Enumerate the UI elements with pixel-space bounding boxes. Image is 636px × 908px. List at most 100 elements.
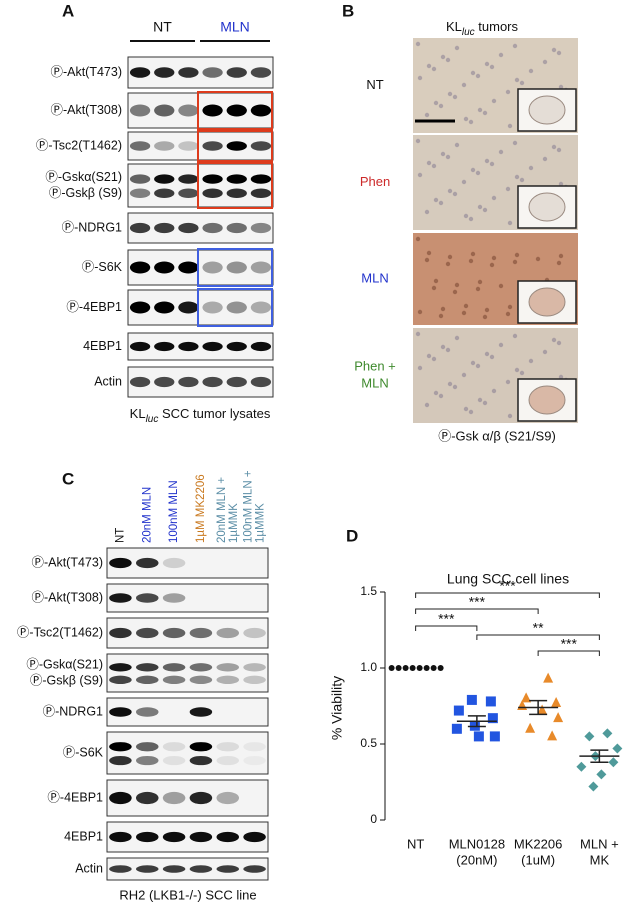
data-point (466, 694, 477, 705)
band (154, 341, 175, 352)
cell-nucleus (452, 191, 458, 197)
cell-nucleus (470, 251, 476, 257)
band (216, 675, 240, 685)
band (129, 222, 151, 234)
cell-nucleus (447, 91, 453, 97)
x-tick-label: MLN0128 (449, 836, 505, 851)
band (109, 831, 132, 843)
lane-label: 1µMMK (255, 503, 267, 543)
cell-nucleus (417, 75, 423, 81)
cell-nucleus (475, 170, 481, 176)
lane-label: 1µMMK (228, 503, 240, 543)
significance-label: *** (499, 578, 516, 594)
band (250, 188, 272, 198)
data-point (487, 713, 498, 724)
cell-nucleus (440, 54, 446, 60)
cell-nucleus (468, 409, 474, 415)
data-point (576, 761, 587, 772)
cell-nucleus (463, 406, 469, 412)
band (129, 67, 151, 78)
data-point (473, 731, 484, 742)
cell-nucleus (452, 94, 458, 100)
cell-nucleus (475, 73, 481, 79)
blot (127, 212, 274, 244)
data-point (553, 712, 564, 723)
cell-nucleus (461, 179, 467, 185)
cell-nucleus (424, 112, 430, 118)
row-label: Ⓟ-Tsc2(T1462) (17, 625, 103, 639)
band (162, 742, 186, 752)
band (226, 174, 247, 184)
band (250, 141, 272, 151)
cell-nucleus (477, 204, 483, 210)
band (243, 663, 266, 672)
caption: KLluc SCC tumor lysates (130, 406, 271, 424)
cell-nucleus (431, 356, 437, 362)
band (109, 663, 132, 672)
band (202, 141, 223, 151)
y-tick-label: 1.5 (360, 584, 377, 598)
cell-nucleus (514, 252, 520, 258)
band (250, 222, 272, 234)
chart-title: Lung SCC cell lines (447, 571, 569, 587)
cell-nucleus (484, 61, 490, 67)
band (243, 742, 266, 752)
data-point (584, 731, 595, 742)
data-point (525, 722, 536, 733)
cell-nucleus (424, 402, 430, 408)
band (154, 222, 175, 234)
band (109, 557, 132, 569)
band (154, 67, 175, 78)
band (189, 707, 213, 717)
data-point (469, 720, 480, 731)
error-bar (467, 715, 486, 728)
cell-nucleus (498, 52, 504, 58)
band (202, 188, 223, 198)
cell-nucleus (463, 116, 469, 122)
cell-nucleus (551, 144, 557, 150)
blot (127, 163, 274, 208)
cell-nucleus (512, 43, 518, 49)
row-label: Ⓟ-4EBP1 (47, 790, 103, 804)
row-label: Ⓟ-NDRG1 (62, 220, 122, 234)
y-tick-label: 0 (370, 812, 377, 826)
caption: KLluc tumors (446, 19, 519, 37)
cell-nucleus (445, 261, 451, 267)
highlight-box (197, 91, 273, 130)
x-tick-label: (1uM) (521, 852, 555, 867)
band (109, 707, 132, 717)
cell-nucleus (528, 68, 534, 74)
caption: Ⓟ-Gsk α/β (S21/S9) (438, 428, 556, 443)
lane-label: NT (114, 528, 126, 543)
cell-nucleus (491, 255, 497, 261)
row-label: Ⓟ-Gskβ (S9) (49, 186, 122, 200)
band (109, 675, 132, 685)
band (250, 104, 272, 117)
cell-nucleus (498, 283, 504, 289)
blot (106, 583, 269, 613)
band (162, 755, 186, 766)
cell-nucleus (528, 165, 534, 171)
band (154, 141, 175, 151)
band (216, 755, 240, 766)
cell-nucleus (556, 50, 562, 56)
cell-nucleus (415, 331, 421, 337)
cell-nucleus (519, 177, 525, 183)
condition-label: MLN (361, 270, 388, 285)
cell-nucleus (454, 282, 460, 288)
cell-nucleus (415, 236, 421, 242)
cell-nucleus (461, 82, 467, 88)
band (189, 627, 213, 639)
cell-nucleus (482, 110, 488, 116)
error-bar (529, 699, 548, 716)
data-point (602, 728, 613, 739)
band (162, 865, 186, 873)
band (162, 791, 186, 805)
cell-nucleus (542, 349, 548, 355)
cell-nucleus (470, 360, 476, 366)
row-label: Ⓟ-Gskα(S21) (26, 657, 103, 671)
cell-nucleus (417, 365, 423, 371)
highlight-box (197, 162, 273, 209)
inset-tumor (528, 385, 566, 415)
band (129, 188, 151, 198)
